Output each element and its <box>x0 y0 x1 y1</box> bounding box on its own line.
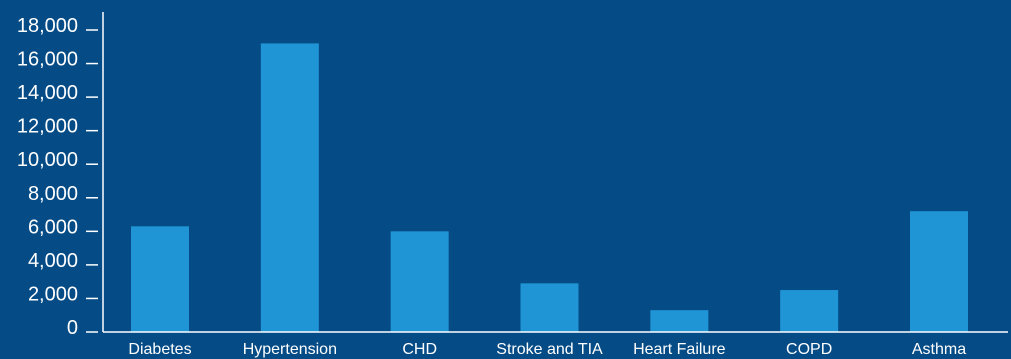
x-category-label: Asthma <box>912 341 966 358</box>
bar <box>520 283 579 332</box>
y-tick-label: 8,000 <box>28 183 78 205</box>
bar <box>390 231 449 332</box>
x-category-label: COPD <box>786 341 832 358</box>
y-tick-label: 2,000 <box>28 283 78 305</box>
x-axis-labels: Diabetes Hypertension CHD Stroke and TIA Hea… <box>128 341 966 358</box>
bars <box>131 43 968 333</box>
y-tick-label: 12,000 <box>17 116 78 138</box>
x-category-label: Hypertension <box>243 341 337 358</box>
x-category-label: CHD <box>402 341 437 358</box>
y-tick-label: 16,000 <box>17 49 78 71</box>
y-tick-label: 0 <box>67 317 78 339</box>
x-category-label: Diabetes <box>128 341 191 358</box>
y-tick-label: 18,000 <box>17 15 78 37</box>
y-tick-label: 6,000 <box>28 216 78 238</box>
bar <box>650 310 709 332</box>
y-tick-label: 10,000 <box>17 149 78 171</box>
y-tick-label: 4,000 <box>28 250 78 272</box>
y-axis-ticks: 0 2,000 4,000 6,000 8,000 10,000 12,000 14,000 1… <box>17 15 98 339</box>
bar <box>780 290 839 332</box>
bar <box>910 211 968 332</box>
bar <box>260 43 319 333</box>
x-category-label: Heart Failure <box>633 341 726 358</box>
bar <box>131 226 189 332</box>
x-category-label: Stroke and TIA <box>496 341 603 358</box>
y-tick-label: 14,000 <box>17 82 78 104</box>
